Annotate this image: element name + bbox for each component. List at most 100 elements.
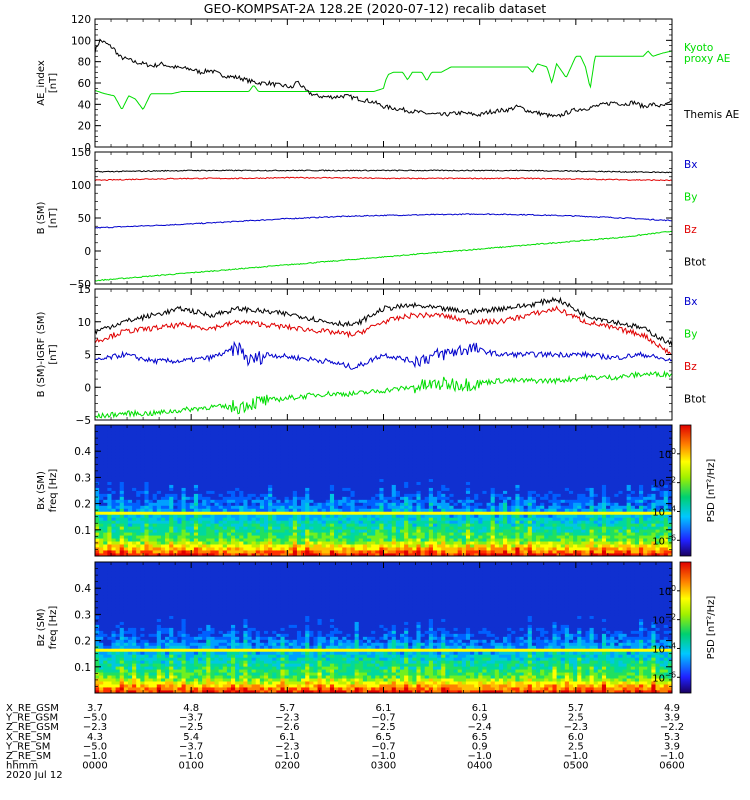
y-tick-label: 0.4 xyxy=(74,446,91,458)
y-tick-label: 0.4 xyxy=(74,583,91,595)
series-b_minus_igrf-bz xyxy=(94,305,673,355)
ephemeris-value: −5.0 xyxy=(83,713,107,724)
ephemeris-value: 3.9 xyxy=(664,741,680,752)
y-tick-label: −5 xyxy=(76,415,91,427)
y-tick-label: 60 xyxy=(78,78,91,90)
colorbar-tick-label: 10−4 xyxy=(652,641,676,655)
ephemeris-value: −1.0 xyxy=(660,751,684,762)
y-tick-label: 5 xyxy=(84,350,91,362)
axes-frame xyxy=(94,18,673,148)
ephemeris-value: −2.3 xyxy=(83,722,107,733)
axes-frame xyxy=(94,288,673,421)
ephemeris-row-label: Y_RE_GSM xyxy=(5,713,58,724)
y-axis-label: [nT] xyxy=(48,208,59,228)
legend-b_sm-bz: Bz xyxy=(684,224,697,236)
y-axis-label: Bz (SM) xyxy=(36,608,47,646)
ephemeris-value: −1.0 xyxy=(371,751,395,762)
ephemeris-value: −1.0 xyxy=(179,751,203,762)
legend-b_sm-by: By xyxy=(684,192,697,204)
ephemeris-value: 2.5 xyxy=(568,713,584,724)
legend-ae-themis-ae: Themis AE xyxy=(683,109,739,121)
panel-b_minus_igrf: Bx By Bz Btot −5 0 5 10 15 B (SM)-IGRF (SM) [nT] xyxy=(36,284,706,427)
series-b_minus_igrf-btot xyxy=(94,296,673,347)
ephemeris-value: 3.7 xyxy=(87,703,103,714)
ephemeris-value: 4.3 xyxy=(87,732,103,743)
legend-b_minus_igrf-bz: Bz xyxy=(684,361,697,373)
ephemeris-value: 5.3 xyxy=(664,732,680,743)
ephemeris-value: 6.1 xyxy=(376,703,392,714)
legend-label: By xyxy=(684,192,697,204)
y-axis-label: [nT] xyxy=(48,73,59,93)
y-axis-label: freq [Hz] xyxy=(48,606,59,650)
legend-label: Bz xyxy=(684,361,697,373)
y-tick-label: 40 xyxy=(78,99,91,111)
ephemeris-row-label: hhmm xyxy=(6,761,38,772)
ephemeris-value: 0000 xyxy=(82,761,107,772)
y-tick-label: 0 xyxy=(84,142,91,154)
y-tick-label: 80 xyxy=(78,57,91,69)
panel-bx_spec: 100 10−2 10−4 10−6 PSD [nT²/Hz] 0.1 0.2 0.3 0.4 B… xyxy=(36,424,717,557)
ephemeris-value: 5.7 xyxy=(568,703,584,714)
y-tick-label: 100 xyxy=(71,180,91,192)
legend-label: Kyoto xyxy=(684,42,713,54)
y-tick-label: 100 xyxy=(71,35,91,47)
colorbar-tick-label: 10−2 xyxy=(652,613,676,627)
y-tick-label: 20 xyxy=(78,121,91,133)
colorbar-label: PSD [nT²/Hz] xyxy=(706,459,717,523)
colorbar-tick-label: 100 xyxy=(658,584,676,598)
y-axis-label: B (SM)-IGRF (SM) xyxy=(36,312,47,398)
ephemeris-row-label: X_RE_GSM xyxy=(6,703,59,714)
ephemeris-value: 0400 xyxy=(467,761,492,772)
series-ae-kyoto-proxy-ae xyxy=(94,50,673,110)
legend-b_sm-btot: Btot xyxy=(684,257,706,269)
ephemeris-value: −1.0 xyxy=(564,751,588,762)
plot-title: GEO-KOMPSAT-2A 128.2E (2020-07-12) recal… xyxy=(204,1,547,16)
ephemeris-value: 6.5 xyxy=(472,732,488,743)
ephemeris-value: −1.0 xyxy=(275,751,299,762)
legend-label: Bx xyxy=(684,296,697,308)
ephemeris-date: 2020 Jul 12 xyxy=(6,770,63,781)
ephemeris-value: 6.1 xyxy=(472,703,488,714)
ephemeris-value: 4.8 xyxy=(183,703,199,714)
colorbar-tick-label: 10−2 xyxy=(652,476,676,490)
y-tick-label: 10 xyxy=(78,317,91,329)
y-tick-label: −50 xyxy=(69,279,91,291)
legend-label: Btot xyxy=(684,394,706,406)
series-b_sm-by xyxy=(94,230,673,282)
y-tick-label: 0.2 xyxy=(74,499,91,511)
colorbar-tick-label: 10−4 xyxy=(652,504,676,518)
y-tick-label: 0.3 xyxy=(74,609,91,621)
ephemeris-value: 0500 xyxy=(563,761,588,772)
series-b_minus_igrf-by xyxy=(94,370,673,419)
ephemeris-value: 0600 xyxy=(659,761,684,772)
series-b_minus_igrf-bx xyxy=(94,340,673,370)
colorbar-tick-label: 100 xyxy=(658,447,676,461)
ephemeris-value: 4.9 xyxy=(664,703,680,714)
series-ae-themis-ae xyxy=(94,38,673,119)
colorbar-tick-label: 10−6 xyxy=(652,533,676,547)
ephemeris-value: −0.7 xyxy=(371,713,395,724)
y-tick-label: 0 xyxy=(84,382,91,394)
legend-b_minus_igrf-bx: Bx xyxy=(684,296,697,308)
ephemeris-value: 0.9 xyxy=(472,713,488,724)
ephemeris-value: 0100 xyxy=(178,761,203,772)
y-tick-label: 0.1 xyxy=(74,662,91,674)
ephemeris-value: −2.4 xyxy=(468,722,492,733)
legend-label: Btot xyxy=(684,257,706,269)
panel-b_sm: Bx By Bz Btot −50 0 50 100 150 B (SM) [nT] xyxy=(36,147,706,291)
legend-label: By xyxy=(684,329,697,341)
ephemeris-value: 6.1 xyxy=(279,732,295,743)
colorbar-tick-label: 10−6 xyxy=(652,670,676,684)
y-axis-label: freq [Hz] xyxy=(48,469,59,513)
y-tick-label: 50 xyxy=(78,213,91,225)
legend-label: Bx xyxy=(684,159,697,171)
y-axis-label: B (SM) xyxy=(36,201,47,234)
ephemeris-value: 3.9 xyxy=(664,713,680,724)
ephemeris-value: −2.5 xyxy=(179,722,203,733)
legend-label: Themis AE xyxy=(683,109,739,121)
y-tick-label: 150 xyxy=(71,147,91,159)
y-axis-label: Bx (SM) xyxy=(36,471,47,510)
ephemeris-value: −1.0 xyxy=(83,751,107,762)
